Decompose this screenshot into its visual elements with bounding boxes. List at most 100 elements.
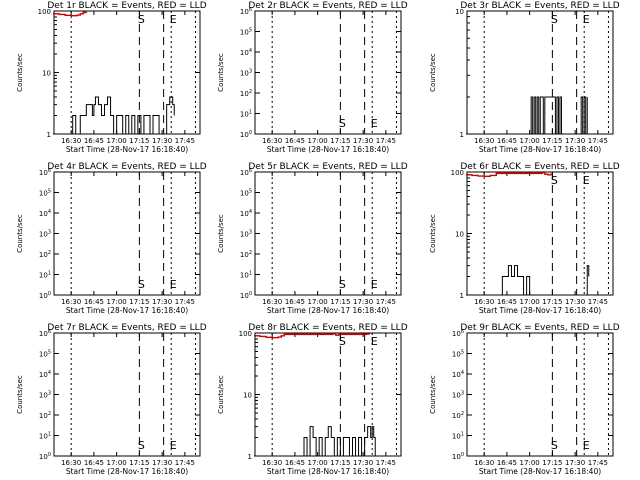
panel-title: Det 1r BLACK = Events, RED = LLD: [47, 1, 206, 11]
y-axis-label: Counts/sec: [429, 214, 437, 253]
xtick-label: 17:30: [152, 298, 172, 306]
xtick-label: 17:30: [152, 459, 172, 467]
y-axis-label: Counts/sec: [217, 375, 225, 414]
marker-e: E: [170, 278, 177, 291]
xtick-label: 17:30: [565, 298, 585, 306]
panel-title: Det 8r BLACK = Events, RED = LLD: [248, 323, 407, 333]
ytick-label: 10: [243, 392, 252, 400]
xtick-label: 17:00: [107, 459, 127, 467]
y-axis-label: Counts/sec: [217, 53, 225, 92]
ytick-label: 104: [39, 209, 51, 218]
xtick-label: 16:30: [61, 298, 81, 306]
xtick-label: 16:30: [61, 459, 81, 467]
marker-e: E: [583, 439, 590, 452]
ytick-label: 101: [39, 432, 51, 441]
ytick-label: 102: [452, 411, 464, 420]
ytick-label: 100: [38, 8, 51, 16]
ytick-label: 10: [42, 70, 51, 78]
ytick-label: 106: [240, 168, 252, 177]
x-axis-label: Start Time (28-Nov-17 16:18:40): [479, 145, 601, 154]
xtick-label: 16:30: [262, 298, 282, 306]
plot-frame: [53, 332, 201, 457]
xtick-label: 17:30: [353, 459, 373, 467]
marker-e: E: [583, 13, 590, 26]
series-events: [253, 426, 376, 457]
panel-det-3: Det 3r BLACK = Events, RED = LLD S E 1 10 16:…: [429, 1, 620, 154]
x-axis-label: Start Time (28-Nov-17 16:18:40): [267, 306, 389, 315]
panel-title: Det 2r BLACK = Events, RED = LLD: [248, 1, 407, 11]
xtick-label: 16:45: [497, 298, 517, 306]
xtick-label: 16:30: [474, 298, 494, 306]
y-axis-label: Counts/sec: [16, 53, 24, 92]
xtick-label: 17:00: [107, 137, 127, 145]
panel-det-6: Det 6r BLACK = Events, RED = LLD S E 1 10 100…: [429, 162, 620, 315]
xtick-label: 17:15: [129, 459, 149, 467]
x-axis-label: Start Time (28-Nov-17 16:18:40): [479, 467, 601, 476]
xtick-label: 17:15: [542, 137, 562, 145]
panel-title: Det 6r BLACK = Events, RED = LLD: [460, 162, 619, 172]
series-events: [465, 265, 590, 296]
marker-e: E: [371, 335, 378, 348]
ytick-label: 101: [39, 271, 51, 280]
xtick-label: 17:00: [308, 298, 328, 306]
panel-det-9: Det 9r BLACK = Events, RED = LLD S E 100 101…: [429, 323, 620, 476]
xtick-label: 16:45: [497, 459, 517, 467]
marker-e: E: [371, 278, 378, 291]
x-axis-label: Start Time (28-Nov-17 16:18:40): [267, 467, 389, 476]
ytick-label: 101: [240, 271, 252, 280]
ytick-label: 101: [240, 110, 252, 119]
xtick-label: 17:45: [175, 459, 195, 467]
xtick-label: 17:00: [308, 137, 328, 145]
ytick-label: 105: [240, 189, 252, 198]
xtick-label: 17:30: [353, 298, 373, 306]
xtick-label: 16:45: [285, 298, 305, 306]
marker-s: S: [339, 278, 346, 291]
ytick-label: 102: [39, 411, 51, 420]
xtick-label: 17:45: [376, 298, 396, 306]
panel-title: Det 9r BLACK = Events, RED = LLD: [460, 323, 619, 333]
xtick-label: 17:30: [152, 137, 172, 145]
x-axis-label: Start Time (28-Nov-17 16:18:40): [66, 306, 188, 315]
panel-title: Det 4r BLACK = Events, RED = LLD: [47, 162, 206, 172]
ytick-label: 106: [39, 168, 51, 177]
panel-det-1: Det 1r BLACK = Events, RED = LLD S E 1 10 100…: [16, 1, 207, 154]
series-events: [465, 96, 588, 135]
marker-s: S: [138, 439, 145, 452]
ytick-label: 100: [451, 169, 464, 177]
xtick-label: 17:15: [330, 298, 350, 306]
xtick-label: 17:00: [107, 298, 127, 306]
ytick-label: 101: [452, 432, 464, 441]
ytick-label: 100: [240, 291, 252, 300]
xtick-label: 17:30: [565, 459, 585, 467]
ytick-label: 103: [240, 230, 252, 239]
xtick-label: 17:15: [330, 459, 350, 467]
marker-e: E: [583, 174, 590, 187]
xtick-label: 16:30: [474, 459, 494, 467]
panel-det-4: Det 4r BLACK = Events, RED = LLD S E 100 101…: [16, 162, 207, 315]
ytick-label: 10: [455, 8, 464, 16]
xtick-label: 17:45: [376, 459, 396, 467]
y-axis-label: Counts/sec: [16, 214, 24, 253]
panel-title: Det 7r BLACK = Events, RED = LLD: [47, 323, 206, 333]
plot-frame: [254, 171, 402, 296]
xtick-label: 16:30: [262, 459, 282, 467]
xtick-label: 17:45: [588, 459, 608, 467]
panel-det-7: Det 7r BLACK = Events, RED = LLD S E 100 101…: [16, 323, 207, 476]
xtick-label: 16:45: [285, 137, 305, 145]
xtick-label: 17:00: [308, 459, 328, 467]
ytick-label: 103: [39, 391, 51, 400]
ytick-label: 104: [452, 370, 464, 379]
ytick-label: 100: [239, 330, 252, 338]
ytick-label: 105: [39, 189, 51, 198]
xtick-label: 17:15: [129, 137, 149, 145]
marker-s: S: [551, 174, 558, 187]
ytick-label: 100: [240, 130, 252, 139]
ytick-label: 100: [452, 452, 464, 461]
marker-s: S: [138, 278, 145, 291]
ytick-label: 10: [455, 231, 464, 239]
y-axis-label: Counts/sec: [429, 375, 437, 414]
xtick-label: 16:45: [84, 298, 104, 306]
ytick-label: 1: [460, 292, 464, 300]
xtick-label: 17:00: [520, 459, 540, 467]
